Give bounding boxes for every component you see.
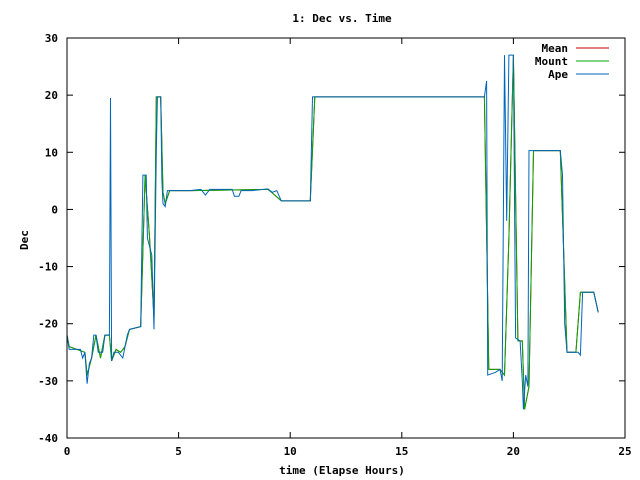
- x-tick-label: 0: [64, 445, 71, 458]
- legend-label-mount: Mount: [535, 55, 568, 68]
- plot-frame: [66, 37, 626, 439]
- x-tick-label: 20: [507, 445, 520, 458]
- y-tick-label: 20: [45, 89, 58, 102]
- y-tick-label: -20: [38, 318, 58, 331]
- y-tick-label: -30: [38, 375, 58, 388]
- x-tick-label: 15: [395, 445, 408, 458]
- y-tick-label: 10: [45, 146, 58, 159]
- y-tick-label: 30: [45, 32, 58, 45]
- legend-label-mean: Mean: [542, 42, 569, 55]
- chart-title: 1: Dec vs. Time: [292, 12, 392, 25]
- series-layer: [67, 54, 599, 410]
- x-tick-label: 10: [284, 445, 297, 458]
- legend-label-ape: Ape: [548, 68, 568, 81]
- y-axis-label: Dec: [18, 230, 31, 250]
- y-tick-label: -10: [38, 261, 58, 274]
- y-tick-label: 0: [51, 203, 58, 216]
- x-tick-label: 25: [618, 445, 631, 458]
- x-axis-label: time (Elapse Hours): [279, 464, 405, 477]
- y-tick-label: -40: [38, 432, 58, 445]
- x-tick-label: 5: [175, 445, 182, 458]
- series-line-ape: [67, 54, 599, 410]
